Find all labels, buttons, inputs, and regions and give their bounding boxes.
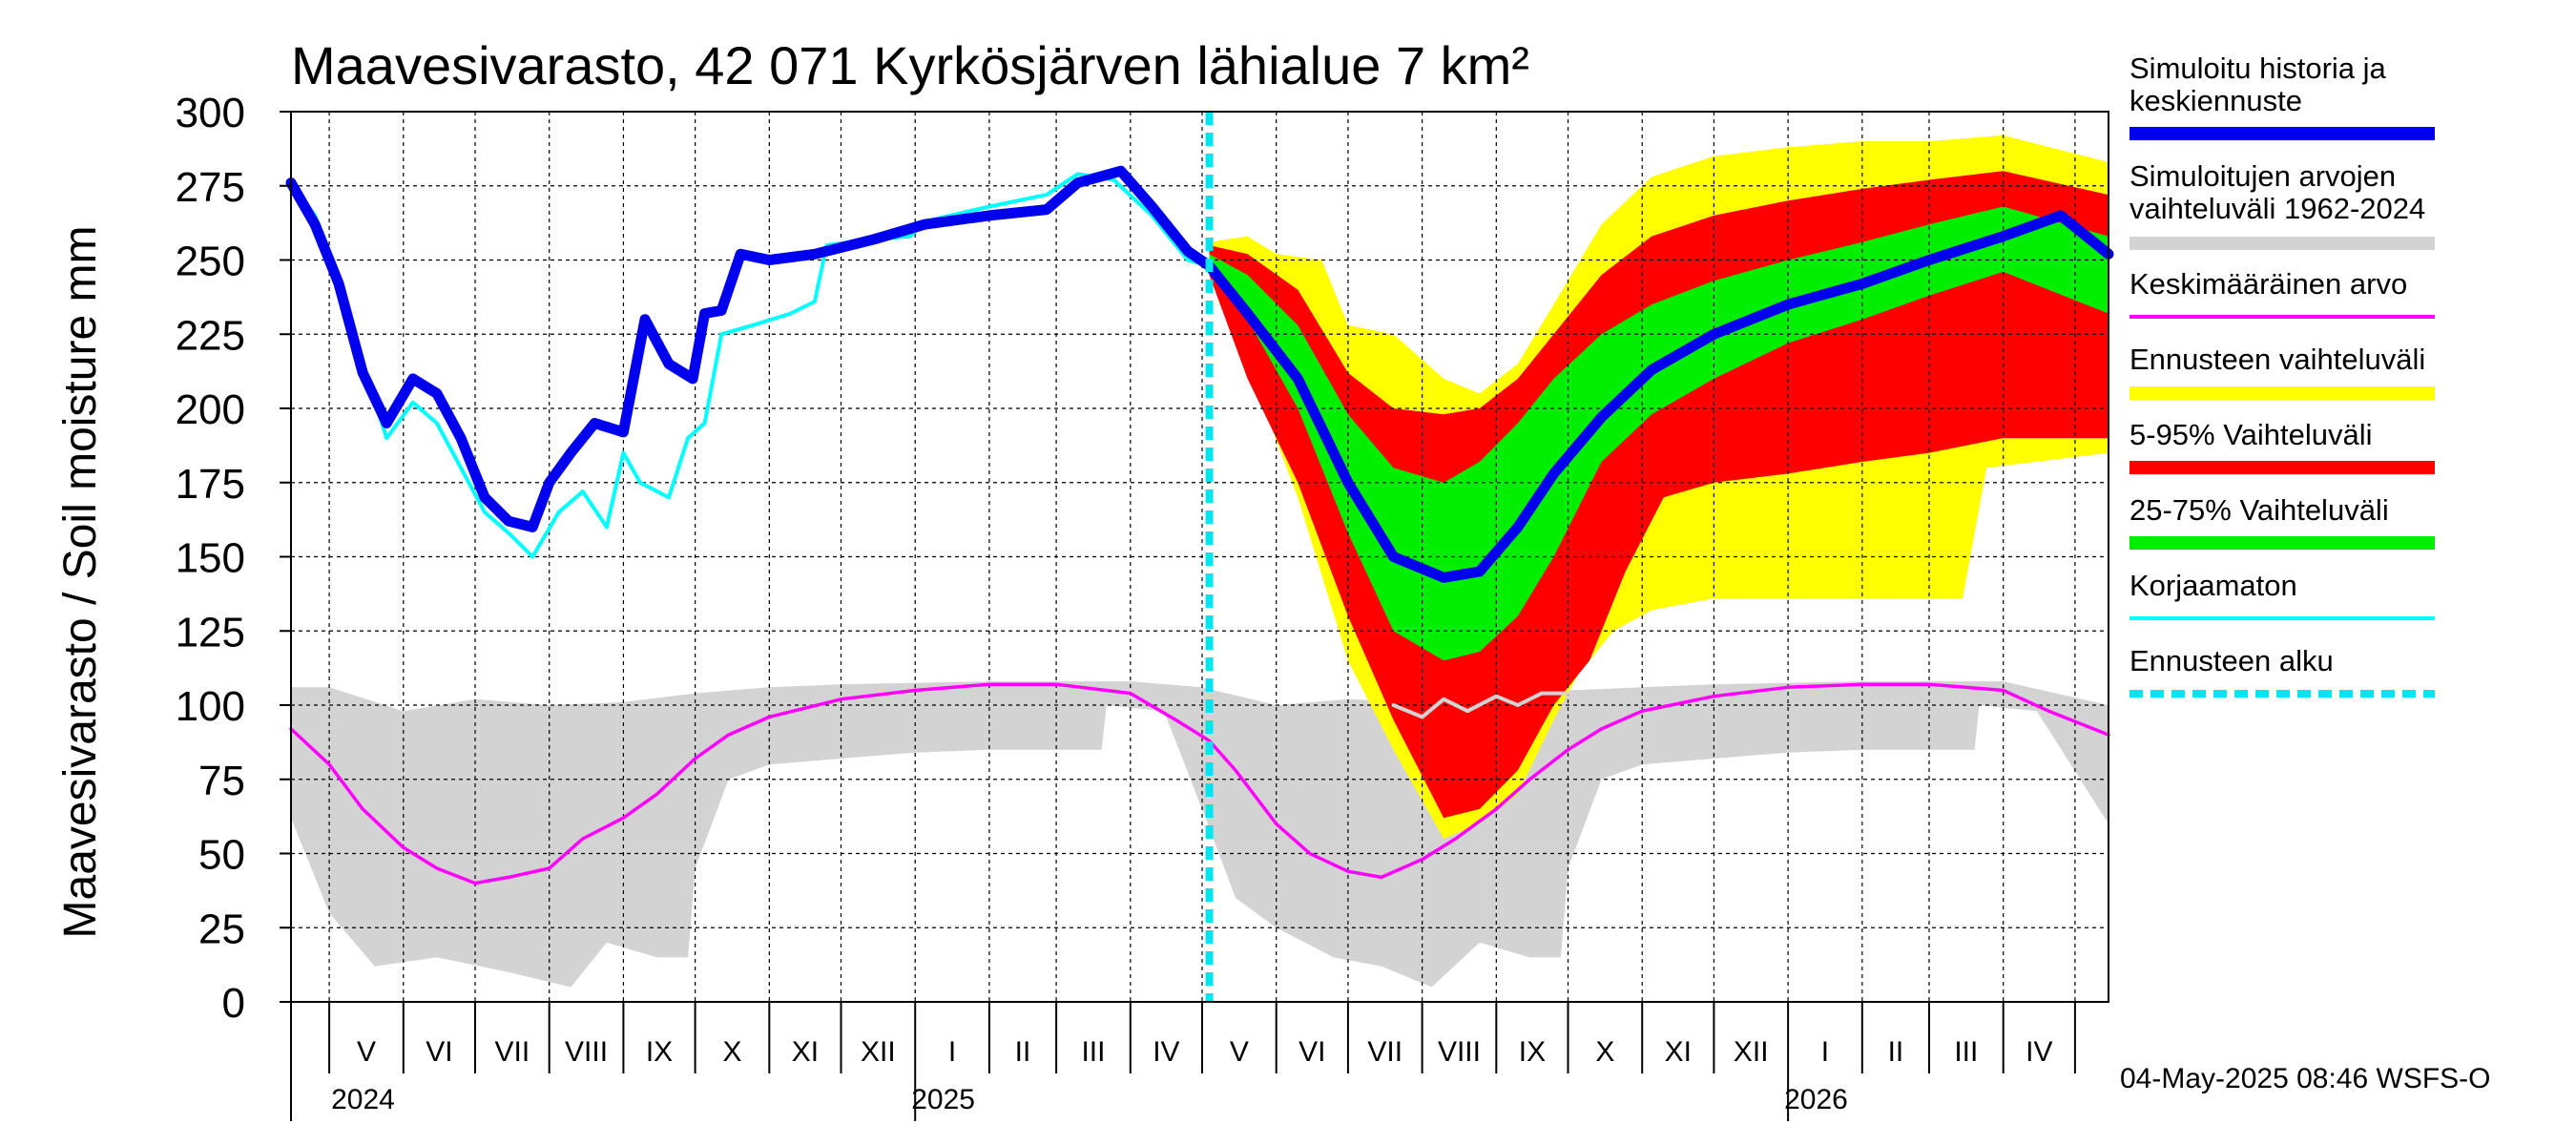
legend-label: 5-95% Vaihteluväli [2129,418,2372,451]
mean-line [289,682,2110,885]
y-tick-label: 25 [198,906,245,952]
y-axis-label: Maavesivarasto / Soil moisture mm [55,226,106,939]
month-label: IX [646,1036,673,1068]
p25-75-band [1209,206,2109,661]
month-label: V [1230,1036,1249,1068]
month-label: II [1015,1036,1031,1068]
legend-label: Korjaamaton [2129,569,2297,602]
y-tick-label: 125 [176,609,245,656]
year-label: 2026 [1784,1084,1848,1115]
legend-label: Ennusteen vaihteluväli [2129,343,2425,376]
month-label: I [1821,1036,1829,1068]
simulated-line [285,165,2114,583]
uncorrected-line [289,172,1212,559]
month-label: X [1595,1036,1614,1068]
y-tick-label: 150 [176,535,245,582]
legend-label: 25-75% Vaihteluväli [2129,493,2389,527]
footer-timestamp: 04-May-2025 08:46 WSFS-O [2120,1063,2491,1094]
y-tick-label: 50 [198,832,245,879]
month-label: VII [495,1036,530,1068]
chart-title: Maavesivarasto, 42 071 Kyrkösjärven lähi… [291,35,1529,95]
y-tick-label: 100 [176,683,245,730]
p5-95-band [1209,171,2109,819]
y-tick-label: 250 [176,239,245,285]
series-lines [285,112,2114,1002]
grey-forecast-line [1391,691,1570,719]
month-label: VI [1298,1036,1325,1068]
month-label: XII [1734,1036,1769,1068]
y-tick-label: 200 [176,386,245,433]
month-label: V [357,1036,376,1068]
historical-range-band [291,681,2109,988]
month-label: IV [1153,1036,1179,1068]
month-label: IV [2025,1036,2052,1068]
year-label: 2025 [911,1084,975,1115]
month-label: VIII [1438,1036,1481,1068]
month-label: XII [861,1036,896,1068]
legend-label: Simuloitu historia ja [2129,52,2387,85]
month-label: VII [1367,1036,1402,1068]
y-tick-label: 175 [176,461,245,508]
y-tick-label: 300 [176,90,245,136]
y-tick-label: 0 [222,980,245,1027]
legend-label: Simuloitujen arvojen [2129,159,2396,193]
month-label: IX [1519,1036,1546,1068]
month-label: XI [792,1036,819,1068]
legend-label: Ennusteen alku [2129,644,2334,677]
month-label: III [1954,1036,1978,1068]
y-tick-label: 225 [176,312,245,359]
y-tick-label: 275 [176,164,245,211]
year-label: 2024 [331,1084,395,1115]
month-label: VIII [565,1036,608,1068]
legend-label: keskiennuste [2129,84,2302,117]
legend-label: vaihteluväli 1962-2024 [2129,192,2425,225]
legend-label: Keskimääräinen arvo [2129,267,2407,301]
month-label: II [1888,1036,1904,1068]
month-label: XI [1665,1036,1692,1068]
y-tick-label: 75 [198,758,245,804]
month-label: X [722,1036,741,1068]
month-label: I [948,1036,956,1068]
month-label: III [1081,1036,1105,1068]
month-label: VI [426,1036,452,1068]
